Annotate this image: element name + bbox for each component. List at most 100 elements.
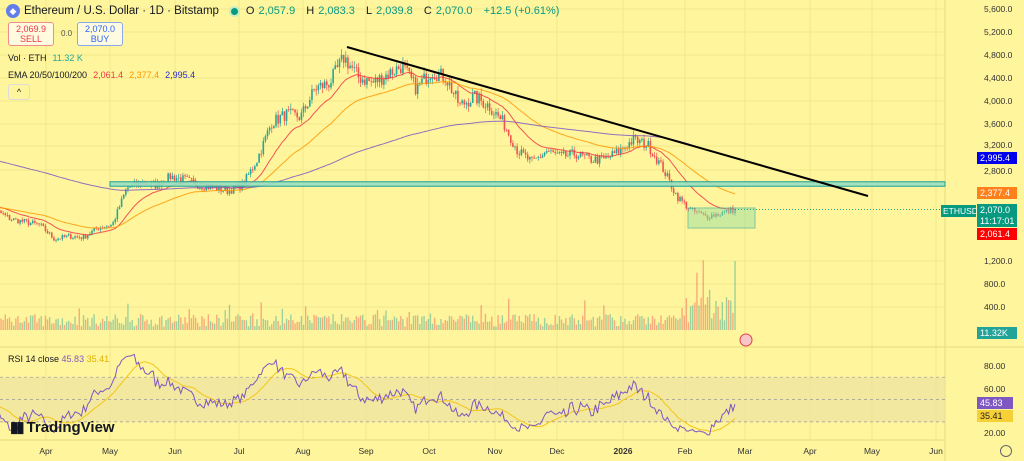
- volume-bar: [57, 318, 59, 330]
- volume-bar: [2, 320, 4, 330]
- volume-bar: [27, 322, 30, 330]
- volume-bar: [80, 326, 83, 330]
- volume-bar: [628, 320, 630, 330]
- volume-bar: [539, 324, 542, 330]
- candle-body: [509, 135, 512, 143]
- volume-bar: [48, 317, 51, 330]
- volume-bar: [393, 316, 396, 330]
- volume-bar: [634, 316, 637, 330]
- volume-bar: [328, 316, 330, 330]
- volume-bar: [607, 315, 609, 330]
- candle-body: [465, 102, 468, 105]
- volume-bar: [463, 318, 465, 330]
- candle-body: [408, 67, 411, 72]
- candle-body: [493, 114, 495, 116]
- candle-body: [67, 234, 70, 236]
- candle-body: [471, 93, 474, 103]
- ema50-price-tag: 2,377.4: [977, 187, 1017, 199]
- time-tick: Apr: [39, 446, 53, 456]
- volume-bar: [283, 323, 286, 330]
- volume-bar: [592, 316, 594, 330]
- volume-bar: [125, 316, 127, 330]
- volume-bar: [260, 302, 262, 330]
- candle-body: [334, 65, 337, 70]
- buy-button[interactable]: 2,070.0 BUY: [77, 22, 123, 46]
- volume-bar: [34, 314, 36, 330]
- volume-legend[interactable]: Vol · ETH 11.32 K: [8, 53, 83, 63]
- volume-bar: [137, 318, 140, 330]
- spread-value: 0.0: [61, 29, 73, 38]
- volume-bar: [165, 320, 167, 330]
- candle-body: [268, 127, 271, 131]
- candle-body: [2, 213, 4, 214]
- volume-bar: [389, 320, 391, 330]
- candle-body: [169, 173, 172, 180]
- candle-body: [302, 106, 305, 113]
- candle-body: [516, 146, 518, 155]
- candle-body: [173, 175, 176, 181]
- candle-body: [668, 173, 671, 180]
- candle-body: [29, 223, 32, 226]
- candle-body: [230, 190, 233, 194]
- candle-body: [476, 90, 478, 104]
- rsi-legend[interactable]: RSI 14 close 45.83 35.41: [8, 354, 109, 364]
- candle-body: [653, 156, 656, 157]
- settings-icon[interactable]: [1000, 445, 1012, 457]
- volume-bar: [461, 316, 463, 330]
- candle-body: [636, 136, 639, 144]
- volume-bar: [685, 298, 688, 330]
- volume-tick: 1,200.0: [984, 256, 1013, 266]
- candle-body: [114, 219, 117, 223]
- volume-bar: [340, 314, 343, 330]
- collapse-legend-button[interactable]: ^: [8, 84, 30, 100]
- candle-body: [171, 175, 174, 180]
- volume-bar: [562, 323, 565, 330]
- rsi-tag: 45.83: [977, 397, 1013, 409]
- candle-body: [23, 219, 26, 222]
- candle-body: [438, 73, 440, 82]
- volume-bar: [74, 316, 76, 330]
- ema-legend[interactable]: EMA 20/50/100/200 2,061.4 2,377.4 2,995.4: [8, 70, 195, 80]
- tradingview-logo[interactable]: ▮▮ TradingView: [10, 418, 115, 437]
- candle-body: [469, 102, 472, 107]
- time-tick: Sep: [358, 446, 374, 456]
- candle-body: [44, 225, 47, 232]
- candle-body: [672, 188, 675, 193]
- volume-bar: [417, 315, 419, 330]
- volume-bar: [271, 323, 273, 330]
- candle-body: [93, 227, 95, 231]
- volume-bar: [359, 315, 362, 330]
- volume-bar: [42, 326, 45, 330]
- volume-bar: [554, 314, 556, 330]
- candle-body: [414, 77, 417, 95]
- candle-body: [345, 57, 347, 63]
- candle-body: [112, 222, 114, 225]
- time-tick: Aug: [295, 446, 311, 456]
- candle-body: [6, 214, 9, 216]
- volume-bar: [82, 315, 85, 330]
- candle-body: [590, 156, 592, 163]
- candle-body: [512, 142, 514, 147]
- volume-bar: [397, 321, 400, 330]
- buy-price: 2,070.0: [84, 24, 116, 34]
- candle-body: [427, 80, 430, 85]
- candle-body: [619, 147, 622, 154]
- volume-bar: [637, 314, 639, 330]
- volume-bar: [355, 316, 358, 330]
- candle-body: [264, 136, 267, 141]
- candle-body: [118, 206, 121, 210]
- volume-bar: [239, 316, 241, 330]
- last-price: 2,070.0: [980, 205, 1011, 215]
- volume-bar: [19, 322, 21, 330]
- sell-button[interactable]: 2,069.9 SELL: [8, 22, 54, 46]
- ema20-price-tag: 2,061.4: [977, 228, 1017, 240]
- volume-bar: [459, 315, 461, 330]
- volume-bar: [510, 319, 512, 330]
- candle-body: [15, 218, 17, 220]
- time-tick: 2026: [613, 446, 633, 456]
- candle-body: [609, 156, 612, 158]
- symbol-title[interactable]: Ethereum / U.S. Dollar · 1D · Bitstamp: [24, 5, 219, 17]
- candle-body: [431, 78, 434, 79]
- candle-body: [526, 154, 529, 160]
